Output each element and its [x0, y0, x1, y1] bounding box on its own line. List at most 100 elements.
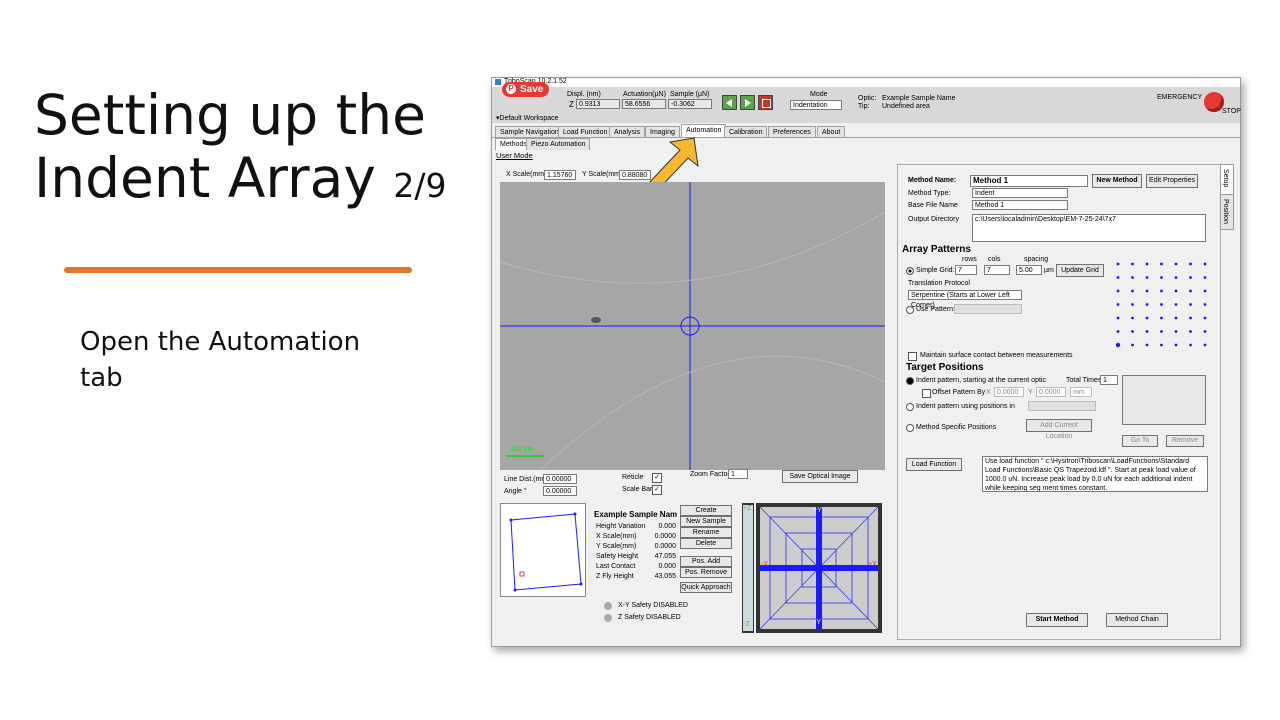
indent-positions-radio[interactable] — [906, 403, 914, 411]
grid-point — [1145, 343, 1149, 347]
grid-point — [1189, 330, 1192, 333]
back-button[interactable] — [722, 95, 737, 110]
sample-boundary-view[interactable] — [500, 503, 586, 597]
line-dist-value[interactable]: 0.00000 — [543, 474, 577, 484]
optic-label: Optic: — [858, 95, 877, 102]
total-times-input[interactable]: 1 — [1100, 375, 1118, 385]
tab-about[interactable]: About — [817, 126, 846, 138]
mode-select[interactable]: Indentation — [790, 100, 842, 110]
emergency-stop-button[interactable] — [1204, 92, 1224, 112]
grid-point — [1189, 343, 1192, 347]
create-boundary-button[interactable]: Create Boundary — [680, 505, 732, 523]
offset-unit-select[interactable]: mm — [1070, 387, 1092, 397]
maintain-contact-label: Maintain surface contact between measure… — [920, 352, 1073, 359]
total-times-label: Total Times — [1066, 377, 1102, 384]
grid-point — [1174, 330, 1178, 333]
y-scale-value[interactable]: 0.88080 — [619, 170, 651, 180]
quick-approach-button[interactable]: Quick Approach — [680, 582, 732, 593]
add-current-location-button[interactable]: Add Current Location — [1026, 419, 1092, 440]
stop-icon — [762, 99, 771, 108]
grid-preview — [1115, 262, 1207, 348]
actuation-label: Actuation(µN) — [623, 91, 666, 98]
sample-prop-label: X Scale(mm) — [596, 533, 637, 540]
grid-point — [1203, 343, 1207, 347]
actuation-value: 58.6556 — [622, 99, 666, 109]
grid-point — [1115, 342, 1121, 348]
positions-source-select[interactable] — [1028, 401, 1096, 411]
base-file-input[interactable]: Method 1 — [972, 200, 1068, 210]
rows-input[interactable]: 7 — [955, 265, 977, 275]
zoom-input[interactable]: 1 — [728, 469, 748, 479]
optical-image[interactable]: 100 µm — [500, 182, 885, 470]
grid-point — [1145, 316, 1149, 320]
tab-analysis[interactable]: Analysis — [609, 126, 646, 138]
translation-select[interactable]: Serpentine (Starts at Lower Left Corner) — [908, 290, 1022, 309]
sample-name[interactable]: Example Sample Nam — [594, 510, 678, 519]
grid-point — [1203, 276, 1207, 279]
sample-prop-value: 43.055 — [654, 573, 676, 580]
workspace-label[interactable]: ▾Default Workspace — [496, 115, 559, 122]
output-dir-input[interactable]: c:\Users\localadmin\Desktop\EM-7-25-24\7… — [972, 214, 1206, 242]
stage-grid — [759, 506, 879, 630]
new-method-button[interactable]: New Method — [1092, 174, 1142, 188]
offset-x-input[interactable]: 0.0000 — [994, 387, 1024, 397]
positions-list[interactable] — [1122, 375, 1206, 425]
tab-calibration[interactable]: Calibration — [724, 126, 768, 138]
user-mode-menu[interactable]: User Mode — [496, 151, 533, 160]
play-button[interactable] — [740, 95, 755, 110]
offset-checkbox[interactable] — [922, 389, 931, 398]
side-tab-position[interactable]: Position — [1220, 194, 1234, 230]
angle-value[interactable]: 0.00000 — [543, 486, 577, 496]
z-safety-indicator — [604, 614, 612, 622]
grid-point — [1174, 343, 1178, 347]
use-pattern-radio[interactable] — [906, 306, 914, 314]
emergency-label: EMERGENCY — [1157, 94, 1203, 101]
instruction-text: Open the Automation tab — [80, 324, 430, 396]
scalebar-checkbox[interactable]: ✓ — [652, 485, 662, 495]
translation-label: Translation Protocol — [908, 280, 970, 287]
stop-label: STOP — [1222, 108, 1241, 115]
offset-y-input[interactable]: 0.0000 — [1036, 387, 1066, 397]
method-name-select[interactable]: Method 1 — [970, 175, 1088, 187]
displ-label: Displ. (nm) — [567, 91, 601, 98]
start-method-button[interactable]: Start Method — [1026, 613, 1088, 627]
edit-properties-button[interactable]: Edit Properties — [1146, 174, 1198, 188]
stop-button[interactable] — [758, 95, 773, 110]
spacing-input[interactable]: 5.00 — [1016, 265, 1042, 275]
z-slider[interactable]: +Z -Z — [742, 503, 754, 633]
new-sample-button[interactable]: New Sample — [680, 516, 732, 527]
subtab-piezo-automation[interactable]: Piezo Automation — [526, 138, 591, 150]
update-grid-button[interactable]: Update Grid — [1056, 264, 1104, 277]
stage-map[interactable]: +Y -Y +X -X — [756, 503, 882, 633]
grid-point — [1189, 276, 1192, 279]
pos-add-button[interactable]: Pos. Add — [680, 556, 732, 567]
cols-input[interactable]: 7 — [984, 265, 1010, 275]
grid-point — [1116, 316, 1120, 320]
go-to-button[interactable]: Go To — [1122, 435, 1158, 447]
use-pattern-select[interactable] — [954, 304, 1022, 314]
side-tab-setup[interactable]: Setup — [1220, 164, 1234, 196]
save-optical-image-button[interactable]: Save Optical Image — [782, 470, 858, 483]
x-scale-value[interactable]: 1.15760 — [544, 170, 576, 180]
grid-point — [1145, 330, 1149, 333]
delete-button[interactable]: Delete — [680, 538, 732, 549]
tab-imaging[interactable]: Imaging — [645, 126, 680, 138]
tab-preferences[interactable]: Preferences — [768, 126, 816, 138]
sample-prop-label: Z Fly Height — [596, 573, 634, 580]
z-label: Z — [569, 100, 574, 109]
indent-current-radio[interactable] — [906, 377, 914, 385]
maintain-contact-checkbox[interactable] — [908, 352, 917, 361]
reticle-checkbox[interactable]: ✓ — [652, 473, 662, 483]
method-specific-label: Method Specific Positions — [916, 424, 997, 431]
remove-button[interactable]: Remove — [1166, 435, 1204, 447]
rename-button[interactable]: Rename — [680, 527, 732, 538]
method-chain-button[interactable]: Method Chain — [1106, 613, 1168, 627]
pos-remove-button[interactable]: Pos. Remove — [680, 567, 732, 578]
load-function-button[interactable]: Load Function — [906, 458, 962, 471]
simple-grid-radio[interactable] — [906, 267, 914, 275]
x-scale-label: X Scale(mm) — [506, 171, 547, 178]
spacing-label: spacing — [1024, 256, 1049, 263]
method-specific-radio[interactable] — [906, 424, 914, 432]
window-title: TriboScan 10.2.1.52 — [504, 78, 567, 85]
save-button[interactable]: P Save — [502, 82, 549, 97]
